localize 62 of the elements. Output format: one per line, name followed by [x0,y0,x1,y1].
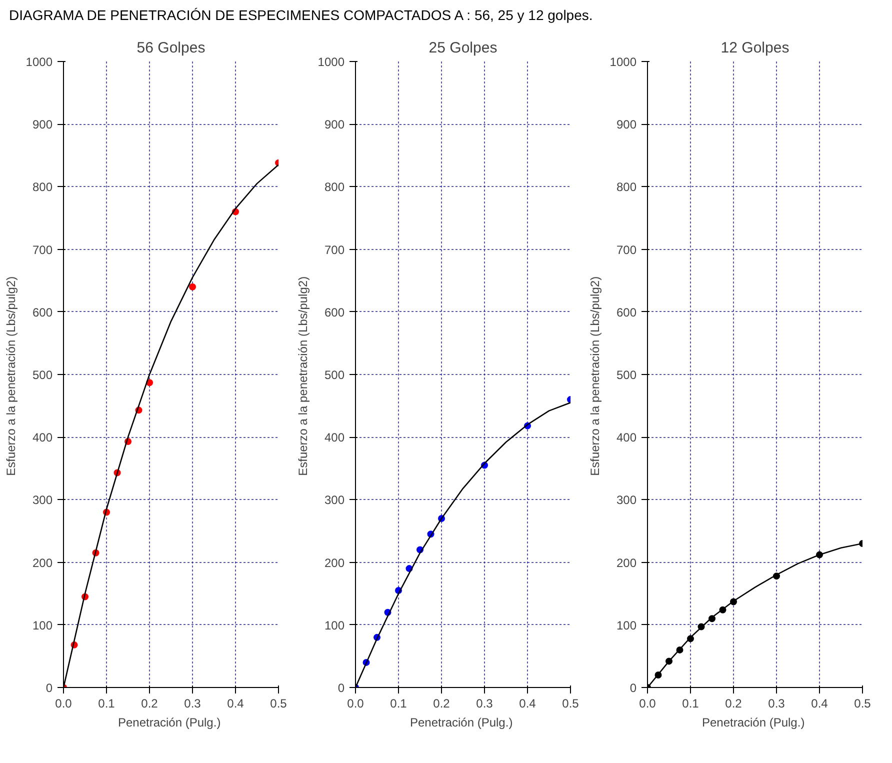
x-tick-label: 0.4 [227,696,244,710]
y-tick-label: 1000 [610,55,637,69]
chart-subtitle: 25 Golpes [428,40,498,56]
y-axis-title: Esfuerzo a la penetración (Lbs/pulg2) [296,276,310,476]
y-tick-label: 0 [338,681,345,695]
x-tick-label: 0.3 [184,696,202,710]
y-tick-label: 900 [324,118,345,132]
y-tick-label: 100 [324,618,345,632]
x-tick-label: 0.4 [811,696,828,710]
y-tick-label: 800 [324,180,345,194]
x-tick-label: 0.0 [639,696,656,710]
x-tick-label: 0.1 [98,696,116,710]
y-tick-label: 500 [324,368,345,382]
y-tick-label: 400 [32,430,53,445]
y-tick-label: 500 [616,368,637,382]
y-tick-label: 900 [32,118,53,132]
y-tick-label: 100 [32,618,53,632]
y-tick-label: 600 [616,305,637,320]
x-tick-label: 0.1 [682,696,700,710]
chart-subtitle: 56 Golpes [136,40,206,56]
y-tick-label: 1000 [26,55,53,69]
x-tick-label: 0.5 [270,696,288,710]
y-tick-label: 0 [630,681,637,695]
y-tick-label: 300 [616,493,637,508]
y-axis-title: Esfuerzo a la penetración (Lbs/pulg2) [4,276,18,476]
x-tick-label: 0.2 [141,696,158,710]
chart-title: DIAGRAMA DE PENETRACIÓN DE ESPECIMENES COMPACTADOS A : 56, 25 y 12 golpes. [9,6,593,25]
x-tick-label: 0.1 [390,696,408,710]
y-tick-label: 600 [324,305,345,320]
y-tick-label: 1000 [318,55,345,69]
y-tick-label: 800 [32,180,53,194]
y-tick-label: 400 [616,430,637,445]
chart-subtitle: 12 Golpes [720,40,790,56]
y-tick-label: 200 [32,556,53,570]
y-tick-label: 0 [46,681,53,695]
x-tick-label: 0.0 [347,696,364,710]
x-tick-label: 0.2 [725,696,742,710]
y-tick-label: 700 [324,242,345,257]
y-tick-label: 500 [32,368,53,382]
x-tick-label: 0.2 [433,696,450,710]
y-tick-label: 800 [616,180,637,194]
x-axis-title: Penetración (Pulg.) [410,716,513,730]
y-tick-label: 900 [616,118,637,132]
x-axis-title: Penetración (Pulg.) [118,716,221,730]
y-tick-label: 700 [32,242,53,257]
y-tick-label: 400 [324,430,345,445]
x-tick-label: 0.4 [519,696,536,710]
y-tick-label: 700 [616,242,637,257]
x-tick-label: 0.5 [854,696,872,710]
x-axis-title: Penetración (Pulg.) [702,716,805,730]
x-tick-label: 0.5 [562,696,580,710]
y-tick-label: 300 [32,493,53,508]
point [189,283,196,290]
y-axis-title: Esfuerzo a la penetración (Lbs/pulg2) [588,276,602,476]
y-tick-label: 200 [324,556,345,570]
y-tick-label: 100 [616,618,637,632]
x-tick-label: 0.3 [768,696,786,710]
y-tick-label: 300 [324,493,345,508]
x-tick-label: 0.0 [55,696,72,710]
y-tick-label: 600 [32,305,53,320]
y-tick-label: 200 [616,556,637,570]
x-tick-label: 0.3 [476,696,494,710]
